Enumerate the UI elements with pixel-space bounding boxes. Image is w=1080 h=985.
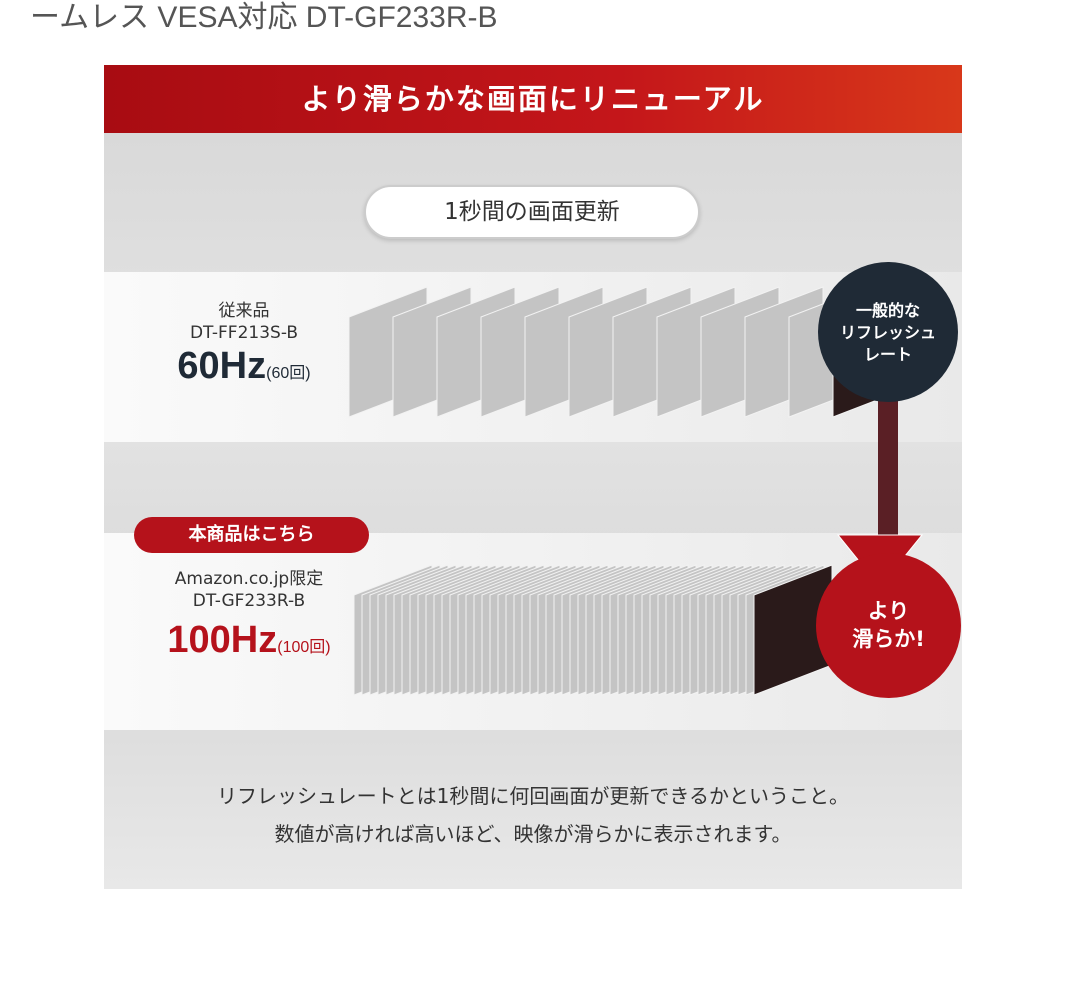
standard-refresh-circle: 一般的な リフレッシュ レート (818, 262, 958, 402)
product-image[interactable]: より滑らかな画面にリニューアル 1秒間の画面更新 従来品 DT-FF213S-B… (104, 65, 962, 889)
circle-text: 一般的な (855, 301, 920, 320)
new-product-label: Amazon.co.jp限定 DT-GF233R-B 100Hz(100回) (134, 568, 364, 670)
old-product-label: 従来品 DT-FF213S-B 60Hz(60回) (144, 300, 344, 396)
note-line: リフレッシュレートとは1秒間に何回画面が更新できるかということ。 (217, 784, 849, 808)
old-label: 従来品 (218, 301, 270, 321)
circle-text: リフレッシュ (839, 323, 936, 342)
old-model: DT-FF213S-B (189, 323, 299, 343)
old-count: (60回) (266, 365, 311, 382)
new-model: DT-GF233R-B (192, 591, 306, 611)
circle-text: レート (863, 345, 912, 364)
frames-illustration (348, 286, 924, 696)
explanation-text: リフレッシュレートとは1秒間に何回画面が更新できるかということ。 数値が高ければ… (104, 777, 962, 853)
product-title: ームレス VESA対応 DT-GF233R-B (30, 1, 498, 34)
circle-text: 滑らか! (852, 627, 925, 651)
smoother-circle: より 滑らか! (816, 553, 961, 698)
refresh-caption-pill: 1秒間の画面更新 (364, 185, 700, 239)
circle-text: より (867, 599, 910, 623)
old-hz: 60Hz (177, 345, 267, 387)
note-line: 数値が高ければ高いほど、映像が滑らかに表示されます。 (274, 822, 792, 846)
banner-heading: より滑らかな画面にリニューアル (104, 65, 962, 133)
new-hz: 100Hz (167, 619, 278, 661)
new-label: Amazon.co.jp限定 (174, 569, 324, 589)
this-product-badge: 本商品はこちら (134, 517, 369, 553)
arrow-shaft (878, 385, 898, 535)
new-count: (100回) (277, 639, 331, 656)
